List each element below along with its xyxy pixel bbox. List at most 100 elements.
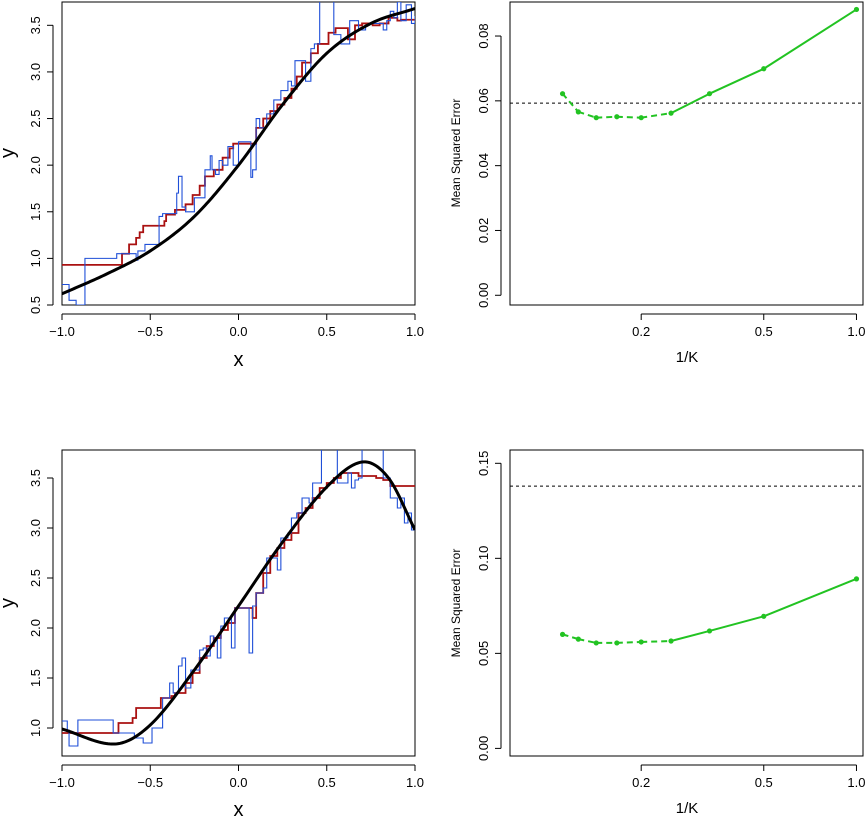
mse-point [575, 109, 581, 115]
y-tick-label: 3.0 [28, 63, 43, 81]
mse-point [668, 638, 674, 644]
y-tick-label: 0.05 [476, 641, 491, 666]
plot-area [62, 2, 415, 305]
x-axis-label: 1/K [676, 349, 699, 366]
mse-segment [641, 112, 672, 119]
mse-point [559, 91, 566, 97]
y-axis-label: Mean Squared Error [449, 99, 463, 208]
y-axis: 0.00 0.02 0.04 0.06 0.08 [476, 23, 502, 308]
mse-point [593, 640, 599, 646]
x-tick-label: 0.0 [229, 775, 247, 790]
mse-segment [709, 615, 765, 632]
x-tick-label: 0.5 [755, 775, 773, 790]
mse-point [853, 6, 860, 13]
x-tick-label: 0.5 [318, 775, 336, 790]
mse-point [638, 115, 644, 121]
mse-point [706, 628, 713, 634]
x-axis: −1.0 −0.5 0.0 0.5 1.0 [49, 313, 424, 339]
x-tick-label: 1.0 [406, 775, 424, 790]
x-axis: −1.0 −0.5 0.0 0.5 1.0 [49, 764, 424, 790]
x-axis: 0.2 0.5 1.0 [632, 764, 865, 790]
mse-point [559, 631, 566, 637]
x-axis-label: x [234, 349, 244, 371]
mse-segment [578, 638, 597, 644]
mse-segment [616, 115, 642, 119]
y-tick-label: 0.5 [28, 296, 43, 314]
plot-box [61, 1, 416, 306]
mse-plot-bottom-right: 0.2 0.5 1.0 0.00 0.05 0.10 0.15 1/K Mean Squa… [449, 449, 865, 817]
x-axis-label: 1/K [676, 800, 699, 817]
x-axis-label: x [234, 799, 244, 820]
plot-area [510, 6, 863, 121]
mse-segment [763, 577, 857, 618]
mse-segment [578, 110, 597, 119]
mse-point [593, 115, 599, 121]
y-tick-label: 3.0 [28, 519, 43, 537]
y-tick-label: 1.0 [28, 719, 43, 737]
mse-point [638, 639, 644, 645]
mse-segment [670, 92, 710, 115]
x-axis: 0.2 0.5 1.0 [632, 313, 865, 339]
plot-marks [62, 450, 415, 747]
mse-plot-top-right: 0.2 0.5 1.0 0.00 0.02 0.04 0.06 0.08 1/K Mean … [449, 1, 865, 366]
y-tick-label: 0.06 [476, 88, 491, 113]
y-tick-label: 0.02 [476, 218, 491, 243]
x-tick-label: 1.0 [847, 324, 865, 339]
y-axis: 1.0 1.5 2.0 2.5 3.0 3.5 [28, 469, 54, 737]
true-function-curve [62, 7, 415, 296]
y-axis: 0.00 0.05 0.10 0.15 [476, 451, 502, 761]
x-tick-label: 0.2 [632, 775, 650, 790]
mse-point [853, 576, 860, 582]
plot-box [61, 449, 416, 757]
plot-marks [510, 6, 863, 121]
mse-point [761, 66, 767, 72]
mse-point [668, 110, 674, 116]
y-tick-label: 2.5 [28, 569, 43, 587]
mse-segment [641, 640, 672, 643]
plot-box [509, 1, 864, 306]
y-axis-label: Mean Squared Error [449, 549, 463, 658]
y-tick-label: 0.00 [476, 736, 491, 761]
mse-segment [561, 93, 580, 113]
y-tick-label: 2.5 [28, 109, 43, 127]
y-axis: 0.5 1.0 1.5 2.0 2.5 3.0 3.5 [28, 16, 54, 314]
knn-fit-plot-top-left: −1.0 −0.5 0.0 0.5 1.0 0.51.01.52.02.53.03.5 … [0, 1, 424, 371]
mse-segment [709, 67, 765, 95]
y-tick-label: 1.5 [28, 669, 43, 687]
mse-segment [596, 115, 617, 119]
y-tick-label: 3.5 [28, 16, 43, 34]
mse-segment [670, 629, 710, 642]
x-tick-label: 0.5 [755, 324, 773, 339]
y-tick-label: 2.0 [28, 619, 43, 637]
y-tick-label: 0.04 [476, 153, 491, 178]
y-tick-label: 0.15 [476, 451, 491, 476]
x-tick-label: 1.0 [847, 775, 865, 790]
y-tick-label: 0.10 [476, 546, 491, 571]
x-tick-label: 0.2 [632, 324, 650, 339]
plot-area [510, 485, 863, 646]
y-tick-label: 0.00 [476, 283, 491, 308]
mse-point [614, 640, 620, 646]
y-tick-label: 1.0 [28, 249, 43, 267]
mse-segment [616, 640, 642, 644]
y-axis-label: y [0, 148, 19, 158]
x-tick-label: −1.0 [49, 324, 75, 339]
mse-segment [763, 8, 858, 70]
mse-point [614, 114, 620, 120]
plot-marks [510, 485, 863, 646]
true-function-curve [62, 460, 415, 746]
x-tick-label: 1.0 [406, 324, 424, 339]
knn-fit-plot-bottom-left: −1.0 −0.5 0.0 0.5 1.0 1.0 1.5 2.0 2.5 3.0 3.5 x y [0, 449, 424, 820]
knn-fit-smooth-line [62, 472, 415, 734]
x-tick-label: 0.5 [318, 324, 336, 339]
x-tick-label: 0.0 [229, 324, 247, 339]
y-tick-label: 1.5 [28, 203, 43, 221]
knn-fit-k1-line [62, 450, 415, 747]
plot-area [62, 450, 415, 747]
mse-segment [562, 633, 579, 641]
y-tick-label: 3.5 [28, 469, 43, 487]
plot-box [509, 449, 864, 757]
x-tick-label: −1.0 [49, 775, 75, 790]
y-tick-label: 0.08 [476, 23, 491, 48]
